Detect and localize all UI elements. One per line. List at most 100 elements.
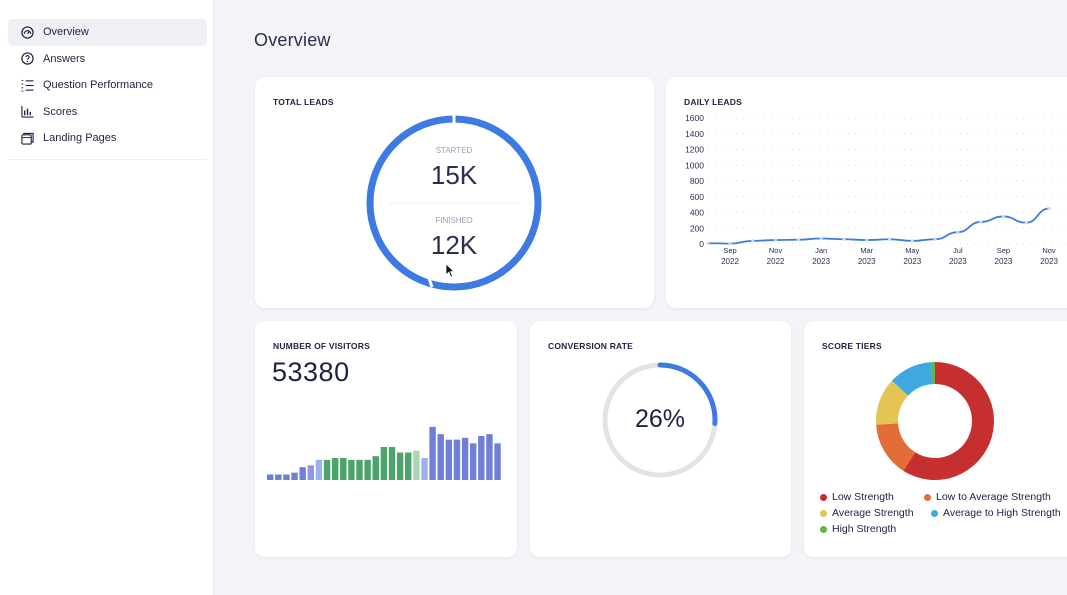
legend-label: Low Strength [832,491,894,503]
x-tick-month: Jan [815,246,827,255]
conversion-card: CONVERSION RATE 26% [530,321,791,557]
legend-label: Low to Average Strength [936,491,1051,503]
legend-item: High Strength [820,523,896,535]
sidebar-item-label: Landing Pages [43,132,117,145]
x-tick-month: Jul [953,246,963,255]
y-tick-label: 1600 [685,113,704,123]
legend-item: Average to High Strength [931,507,1061,519]
sidebar-item-scores[interactable]: Scores [8,99,207,126]
daily-leads-point [933,237,937,241]
visitors-bar [267,474,274,480]
page-title: Overview [254,30,331,50]
visitors-bar [470,443,477,480]
x-tick-year: 2022 [767,257,785,266]
y-tick-label: 1200 [685,145,704,155]
numbered-list-icon [20,78,34,92]
visitors-bar [323,459,331,480]
finished-label: FINISHED [435,216,473,225]
sidebar-item-label: Scores [43,105,78,118]
y-tick-label: 600 [690,192,704,202]
daily-leads-point [1047,206,1051,211]
legend-dot [924,493,931,501]
total-leads-card: TOTAL LEADS STARTED 15K FINISHED 12K [255,77,654,308]
legend-label: Average to High Strength [943,507,1061,519]
x-tick-month: Sep [723,246,736,255]
sidebar-item-question-performance[interactable]: Question Performance [8,72,207,99]
started-value: 15K [430,160,478,190]
sidebar-nav: Overview Answers Question Performance Sc… [8,19,207,152]
gauge-icon [20,25,34,39]
legend-label: Average Strength [832,507,914,519]
daily-leads-point [865,238,869,242]
legend-item: Low Strength [820,491,894,503]
y-tick-label: 800 [690,176,704,186]
legend-item: Average Strength [820,507,914,519]
visitors-bar [340,458,347,480]
daily-leads-point [751,239,755,243]
visitors-bar [348,459,355,480]
visitors-bar [421,458,428,480]
conversion-value: 26% [634,405,686,433]
sidebar-item-overview[interactable]: Overview [8,19,207,46]
x-tick-year: 2023 [903,257,921,266]
score-tier-slice [891,362,933,396]
visitors-bar [453,439,461,480]
x-tick-year: 2022 [721,257,739,266]
y-tick-label: 1400 [685,129,704,139]
legend-label: High Strength [832,523,897,535]
daily-leads-point [842,237,846,241]
card-title: NUMBER OF VISITORS [273,341,370,351]
daily-leads-chart: 0 200 400 600 800 1000 1200 1400 1600 Sep 2022 Nov 2… [685,113,1067,266]
daily-leads-point [796,238,800,242]
visitors-bar [396,452,404,480]
question-circle-icon [20,52,34,66]
visitors-bar [299,467,306,480]
y-tick-label: 1000 [685,160,704,170]
visitors-bar [307,465,314,480]
x-tick-year: 2023 [995,257,1013,266]
daily-leads-point [773,238,778,242]
x-tick-month: May [905,246,919,255]
daily-leads-card: DAILY LEADS 0 200 400 600 800 1000 1200 1400 160… [666,77,1067,308]
visitors-bar [445,439,453,480]
score-tiers-card: SCORE TIERS Low Strength Low to Average S… [804,321,1067,557]
card-title: TOTAL LEADS [273,97,334,107]
legend-dot [820,509,827,517]
visitors-bar [478,436,485,480]
legend-dot [820,493,827,501]
visitors-bar [461,437,469,480]
card-title: CONVERSION RATE [548,341,634,351]
leads-ring-gap-bottom [427,277,434,288]
visitors-bar-chart [267,426,501,480]
visitors-bar [429,426,436,480]
y-tick-label: 200 [690,223,704,233]
x-tick-month: Nov [769,246,783,255]
score-tier-slice [931,362,935,385]
x-tick-month: Sep [997,246,1010,255]
visitors-bar [372,456,379,480]
sidebar-divider [8,159,207,160]
sidebar-item-label: Overview [43,26,89,39]
sidebar-item-label: Question Performance [43,79,154,92]
visitors-count: 53380 [272,357,350,387]
sidebar-item-landing-pages[interactable]: Landing Pages [8,125,207,152]
visitors-bar [437,434,444,480]
sidebar-item-answers[interactable]: Answers [8,46,207,73]
daily-leads-point [979,220,983,224]
conversion-progress-arc [602,362,718,478]
x-tick-month: Mar [860,246,873,255]
visitors-bar [494,443,501,480]
visitors-bar [315,459,323,480]
visitors-bar [380,447,388,480]
daily-leads-point [1024,221,1028,225]
daily-leads-point [956,230,960,234]
daily-leads-point [728,242,732,246]
card-title: DAILY LEADS [684,97,742,107]
visitors-bar [388,447,396,480]
x-tick-month: Nov [1042,246,1056,255]
score-tier-slice [876,423,916,471]
daily-leads-point [887,237,892,241]
conversion-gauge [602,362,718,478]
x-tick-year: 2023 [1040,257,1058,266]
visitors-bar [331,458,339,480]
